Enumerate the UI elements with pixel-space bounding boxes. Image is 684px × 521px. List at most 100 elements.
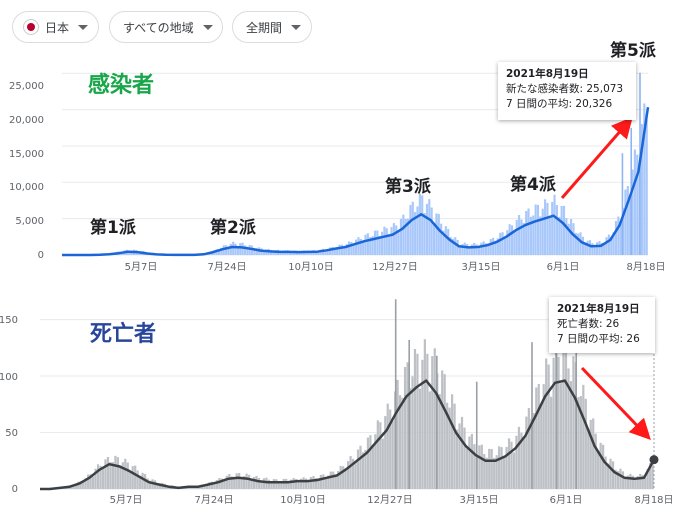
daily-bar xyxy=(344,470,347,489)
daily-bar xyxy=(515,435,518,489)
daily-bar xyxy=(430,207,433,255)
daily-bar xyxy=(383,226,386,255)
daily-bar xyxy=(444,226,447,255)
daily-bar xyxy=(437,213,440,255)
deaths-tooltip: 2021年8月19日 死亡者数: 26 7 日間の平均: 26 xyxy=(549,297,655,353)
daily-bar xyxy=(475,244,478,255)
daily-bar xyxy=(547,364,550,489)
daily-bar xyxy=(317,478,320,489)
daily-bar xyxy=(378,235,381,255)
daily-bar xyxy=(355,239,358,255)
daily-bar xyxy=(243,476,246,489)
daily-bar xyxy=(449,236,452,255)
daily-bar xyxy=(290,479,293,489)
daily-bar xyxy=(651,463,654,489)
daily-bar xyxy=(243,245,247,255)
daily-bar xyxy=(518,215,521,255)
daily-bar xyxy=(403,366,407,489)
daily-bar xyxy=(332,471,335,489)
daily-bar xyxy=(560,205,563,255)
daily-bar xyxy=(557,356,560,489)
daily-bar xyxy=(327,475,330,489)
cases-x-tick: 7月24日 xyxy=(207,261,246,273)
daily-bar xyxy=(116,457,119,489)
daily-bar xyxy=(307,251,310,255)
daily-bar xyxy=(139,475,142,489)
daily-bar xyxy=(340,244,343,255)
daily-bar xyxy=(223,479,226,489)
wave-label-1: 第1派 xyxy=(90,217,137,238)
daily-bar xyxy=(364,449,367,489)
daily-bar xyxy=(379,422,382,489)
cases-x-tick: 8月18日 xyxy=(626,261,665,273)
filter-bar: 日本 すべての地域 全期間 xyxy=(0,0,684,50)
period-dropdown[interactable]: 全期間 xyxy=(232,11,312,43)
daily-bar xyxy=(597,452,600,489)
cases-x-tick: 3月15日 xyxy=(461,261,500,273)
daily-bar xyxy=(512,452,516,489)
daily-bar xyxy=(532,413,535,489)
daily-bar xyxy=(333,248,336,255)
daily-bar xyxy=(450,394,454,489)
daily-bar xyxy=(317,251,320,255)
daily-bar xyxy=(508,224,511,255)
daily-bar xyxy=(101,467,105,489)
deaths-hover-point[interactable] xyxy=(649,455,659,465)
daily-bar xyxy=(541,208,544,255)
daily-bar xyxy=(87,474,90,489)
chevron-down-icon xyxy=(202,24,213,30)
daily-bar xyxy=(255,248,258,255)
daily-bar xyxy=(564,336,568,489)
daily-bar xyxy=(633,149,636,255)
cases-y-tick: 15,000 xyxy=(9,149,44,160)
daily-bar xyxy=(277,481,280,489)
daily-bar xyxy=(643,103,646,256)
region-dropdown[interactable]: すべての地域 xyxy=(109,11,223,43)
daily-bar xyxy=(299,478,303,489)
daily-bar xyxy=(364,234,367,255)
daily-bar xyxy=(235,473,238,489)
daily-bar xyxy=(426,353,429,489)
daily-bar xyxy=(220,478,223,489)
wave-label-4: 第4派 xyxy=(510,174,557,195)
daily-bar xyxy=(338,244,341,255)
daily-bar xyxy=(203,485,206,489)
daily-bar xyxy=(79,481,82,489)
daily-bar xyxy=(636,476,639,489)
daily-bar xyxy=(616,471,620,489)
daily-bar xyxy=(357,237,360,255)
daily-bar xyxy=(339,465,342,489)
daily-bar xyxy=(525,210,528,255)
daily-bar xyxy=(72,485,75,489)
daily-bar xyxy=(336,247,339,255)
daily-bar xyxy=(550,396,553,489)
daily-bar xyxy=(146,478,149,489)
daily-bar xyxy=(446,402,449,489)
daily-bar xyxy=(600,243,603,255)
daily-bar xyxy=(579,232,582,255)
daily-bar xyxy=(376,230,379,255)
daily-bar xyxy=(272,251,275,255)
daily-bar xyxy=(404,218,407,255)
daily-bar xyxy=(535,387,538,489)
daily-bar xyxy=(143,474,147,489)
daily-bar xyxy=(594,433,597,489)
daily-bar xyxy=(506,230,509,255)
daily-bar xyxy=(74,483,77,489)
daily-bar xyxy=(574,232,577,255)
daily-bar xyxy=(555,353,558,489)
daily-bar xyxy=(494,240,497,255)
daily-bar xyxy=(312,476,315,489)
daily-bar xyxy=(505,446,508,489)
daily-bar xyxy=(442,230,445,255)
daily-bar xyxy=(639,473,642,489)
daily-bar xyxy=(431,356,434,489)
country-dropdown[interactable]: 日本 xyxy=(12,11,99,43)
deaths-tooltip-average: 7 日間の平均: 26 xyxy=(557,333,640,345)
daily-bar xyxy=(82,481,85,489)
deaths-callout-arrow xyxy=(580,366,651,441)
daily-bar xyxy=(488,448,491,489)
daily-bar xyxy=(298,251,301,255)
daily-bar xyxy=(260,481,263,489)
daily-bar xyxy=(607,234,610,255)
